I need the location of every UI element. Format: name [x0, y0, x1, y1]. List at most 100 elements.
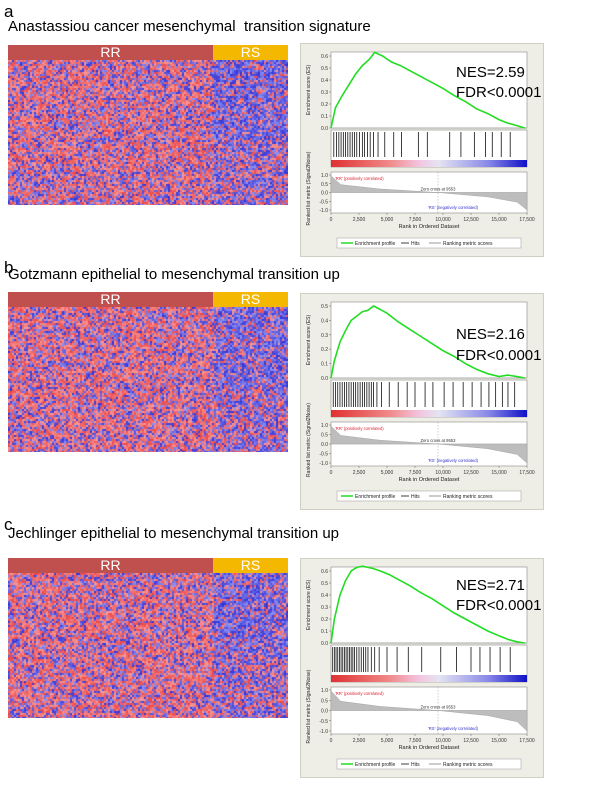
- heatmap: RR RS: [8, 292, 288, 452]
- fdr-value: FDR<0.0001: [456, 597, 542, 614]
- es-tick-label: 0.5: [321, 304, 328, 310]
- group-label-rs: RS: [213, 292, 288, 307]
- metric-tick-label: -1.0: [319, 729, 328, 735]
- ranking-metric-area: [330, 690, 528, 732]
- es-axis-label: Enrichment score (ES): [306, 580, 312, 631]
- panel-title: Gotzmann epithelial to mesenchymal trans…: [8, 266, 340, 283]
- negative-correlation-label: 'RS' (negatively correlated): [428, 458, 479, 463]
- x-axis-label: Rank in Ordered Dataset: [399, 477, 460, 483]
- x-tick-label: 10,000: [435, 217, 451, 223]
- x-tick-label: 5,000: [381, 738, 394, 744]
- legend-ranking-label: Ranking metric scores: [443, 241, 493, 247]
- legend-profile-label: Enrichment profile: [355, 241, 396, 247]
- x-tick-label: 7,500: [409, 470, 422, 476]
- es-axis-label: Enrichment score (ES): [306, 65, 312, 116]
- metric-tick-label: -1.0: [319, 208, 328, 214]
- x-axis-label: Rank in Ordered Dataset: [399, 224, 460, 230]
- x-tick-label: 12,500: [463, 470, 479, 476]
- figure-panel-b: b Gotzmann epithelial to mesenchymal tra…: [0, 258, 600, 513]
- panel-letter: c: [4, 515, 13, 534]
- rank-color-bar: [331, 410, 527, 417]
- metric-tick-label: 1.0: [321, 423, 328, 429]
- x-tick-label: 17,500: [519, 738, 535, 744]
- x-tick-label: 7,500: [409, 217, 422, 223]
- heatmap-group-header: RR RS: [8, 558, 288, 573]
- metric-tick-label: -0.5: [319, 452, 328, 458]
- metric-tick-label: 0.5: [321, 182, 328, 188]
- es-tick-label: 0.4: [321, 593, 328, 599]
- heatmap-cells: [8, 573, 288, 718]
- es-tick-label: 0.3: [321, 90, 328, 96]
- metric-tick-label: -0.5: [319, 719, 328, 725]
- metric-tick-label: 1.0: [321, 688, 328, 694]
- x-tick-label: 5,000: [381, 217, 394, 223]
- positive-correlation-label: 'RR' (positively correlated): [335, 691, 384, 696]
- negative-correlation-label: 'RS' (negatively correlated): [428, 726, 479, 731]
- heatmap: RR RS: [8, 45, 288, 205]
- x-tick-label: 5,000: [381, 470, 394, 476]
- metric-tick-label: 0.5: [321, 698, 328, 704]
- legend-profile-label: Enrichment profile: [355, 494, 396, 500]
- nes-value: NES=2.59: [456, 64, 525, 81]
- metric-tick-label: -0.5: [319, 199, 328, 205]
- es-tick-label: 0.0: [321, 376, 328, 382]
- x-tick-label: 17,500: [519, 470, 535, 476]
- x-tick-label: 2,500: [353, 470, 366, 476]
- es-tick-label: 0.5: [321, 581, 328, 587]
- x-tick-label: 0: [330, 470, 333, 476]
- heatmap-group-header: RR RS: [8, 45, 288, 60]
- es-axis-label: Enrichment score (ES): [306, 315, 312, 366]
- x-tick-label: 0: [330, 217, 333, 223]
- metric-tick-label: 0.0: [321, 709, 328, 715]
- x-tick-label: 10,000: [435, 738, 451, 744]
- x-axis-label: Rank in Ordered Dataset: [399, 745, 460, 751]
- metric-axis-label: Ranked list metric (Signal2Noise): [306, 669, 312, 743]
- group-label-rs: RS: [213, 45, 288, 60]
- x-tick-label: 0: [330, 738, 333, 744]
- zero-cross-label: Zero cross at 9553: [421, 705, 457, 710]
- es-frame: [330, 301, 528, 379]
- es-tick-label: 0.1: [321, 362, 328, 368]
- legend-hits-label: Hits: [411, 241, 420, 247]
- ranking-metric-area: [330, 425, 528, 464]
- legend-ranking-label: Ranking metric scores: [443, 762, 493, 768]
- x-tick-label: 15,000: [491, 217, 507, 223]
- nes-value: NES=2.71: [456, 577, 525, 594]
- panel-title: Jechlinger epithelial to mesenchymal tra…: [8, 525, 340, 542]
- legend-hits-label: Hits: [411, 494, 420, 500]
- es-tick-label: 0.6: [321, 54, 328, 60]
- es-tick-label: 0.5: [321, 66, 328, 72]
- heatmap: RR RS: [8, 558, 288, 718]
- gsea-svg: 0.0 0.1 0.2 0.3 0.4 0.5 1.0 0.5 0.0 -0.5 -1.0 'RR' …: [306, 301, 535, 502]
- panel-title: Anastassiou cancer mesenchymal transitio…: [8, 18, 371, 35]
- fdr-value: FDR<0.0001: [456, 347, 542, 364]
- metric-axis-label: Ranked list metric (Signal2Noise): [306, 403, 312, 477]
- gsea-plot: 0.0 0.1 0.2 0.3 0.4 0.5 0.6 1.0 0.5 0.0 -0.5 -1.0 'R…: [300, 558, 544, 778]
- x-tick-label: 10,000: [435, 470, 451, 476]
- es-tick-label: 0.0: [321, 641, 328, 647]
- x-tick-label: 2,500: [353, 217, 366, 223]
- x-tick-label: 12,500: [463, 738, 479, 744]
- enrichment-profile-line: [330, 305, 525, 379]
- legend-ranking-label: Ranking metric scores: [443, 494, 493, 500]
- group-label-rr: RR: [8, 45, 213, 60]
- gsea-plot: 0.0 0.1 0.2 0.3 0.4 0.5 0.6 1.0 0.5 0.0 -0.5 -1.0 'R…: [300, 43, 544, 257]
- metric-tick-label: 0.5: [321, 433, 328, 439]
- es-tick-label: 0.4: [321, 318, 328, 324]
- zero-cross-label: Zero cross at 9553: [421, 187, 457, 192]
- legend-hits-label: Hits: [411, 762, 420, 768]
- ranking-metric-area: [330, 175, 528, 211]
- x-tick-label: 17,500: [519, 217, 535, 223]
- x-tick-label: 12,500: [463, 217, 479, 223]
- heatmap-cells: [8, 60, 288, 205]
- zero-cross-label: Zero cross at 9553: [421, 438, 457, 443]
- negative-correlation-label: 'RS' (negatively correlated): [428, 205, 479, 210]
- es-tick-label: 0.1: [321, 114, 328, 120]
- es-tick-label: 0.1: [321, 629, 328, 635]
- group-label-rs: RS: [213, 558, 288, 573]
- legend-profile-label: Enrichment profile: [355, 762, 396, 768]
- figure-panel-a: a Anastassiou cancer mesenchymal transit…: [0, 0, 600, 257]
- heatmap-cells: [8, 307, 288, 452]
- heatmap-group-header: RR RS: [8, 292, 288, 307]
- fdr-value: FDR<0.0001: [456, 84, 542, 101]
